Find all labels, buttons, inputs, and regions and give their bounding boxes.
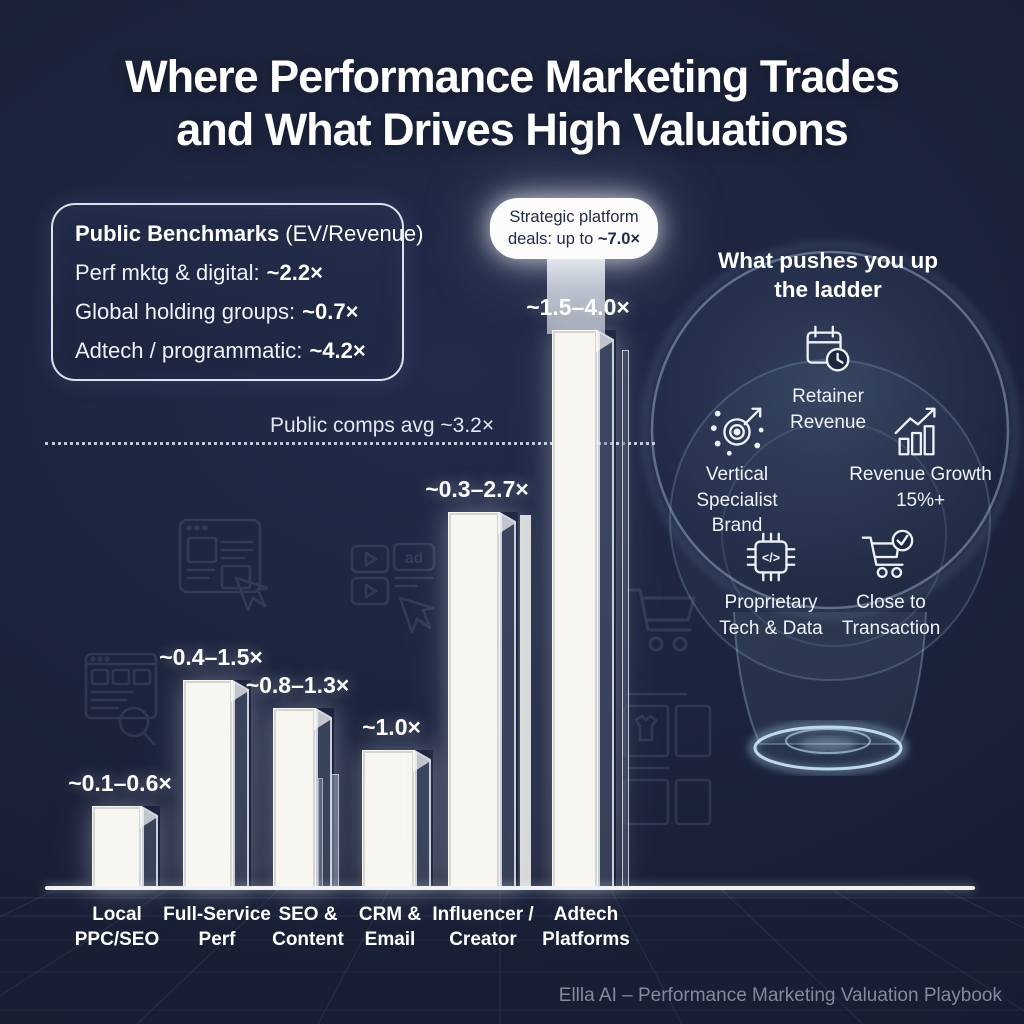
bar-side-face bbox=[500, 512, 516, 890]
benchmarks-heading: Public Benchmarks (EV/Revenue) bbox=[75, 221, 423, 247]
axis-label-full-service-perf: Full-Service Perf bbox=[163, 904, 271, 951]
benchmark-row: Global holding groups: ~0.7× bbox=[75, 299, 380, 325]
benchmark-label: Adtech / programmatic: bbox=[75, 338, 303, 363]
bar-echo-sliver bbox=[318, 778, 323, 890]
video-ad-ghost-icon: ad bbox=[350, 542, 436, 634]
bar-front-face bbox=[92, 806, 142, 890]
benchmark-value: ~4.2× bbox=[309, 338, 366, 363]
benchmarks-heading-bold: Public Benchmarks bbox=[75, 221, 280, 246]
ladder-item-revenue-growth: Revenue Growth 15%+ bbox=[849, 464, 992, 511]
public-comps-avg-line: Public comps avg ~3.2× bbox=[45, 414, 655, 445]
bar-echo-sliver bbox=[520, 515, 531, 890]
bar-adtech-platforms: ~1.5–4.0× bbox=[526, 294, 630, 890]
ladder-item-close-to-transaction: Close to Transaction bbox=[841, 592, 941, 639]
bar-front-face bbox=[183, 680, 233, 890]
bar-value-label: ~1.0× bbox=[362, 714, 421, 740]
floor-grid bbox=[0, 888, 1024, 1024]
chip-code-icon: </> bbox=[746, 532, 796, 582]
benchmark-value: ~2.2× bbox=[266, 260, 323, 285]
bar-local-ppc-seo: ~0.1–0.6× bbox=[68, 770, 172, 890]
bar-value-label: ~0.3–2.7× bbox=[425, 476, 529, 502]
ladder-item-retainer-revenue: Retainer Revenue bbox=[789, 386, 867, 433]
benchmarks-heading-note: (EV/Revenue) bbox=[279, 221, 424, 246]
ladder-title: What pushes you up the ladder bbox=[717, 248, 938, 303]
axis-label-influencer-creator: Influencer / Creator bbox=[432, 904, 534, 951]
browser-cursor-ghost-icon bbox=[178, 518, 268, 612]
benchmark-label: Perf mktg & digital: bbox=[75, 260, 260, 285]
callout-connector bbox=[547, 246, 605, 334]
axis-label-adtech-platforms: Adtech Platforms bbox=[542, 904, 630, 951]
storefront-ghost-icon bbox=[622, 692, 712, 826]
cart-check-icon bbox=[861, 529, 914, 578]
svg-text:ad: ad bbox=[405, 550, 424, 567]
callout-line1: Strategic platform bbox=[509, 208, 639, 226]
axis-label-local-ppc-seo: Local PPC/SEO bbox=[74, 904, 160, 951]
growth-chart-icon bbox=[894, 407, 936, 456]
bar-side-face bbox=[142, 806, 158, 890]
axis-label-crm-email: CRM & Email bbox=[358, 904, 422, 951]
axis-label-seo-content: SEO & Content bbox=[272, 904, 344, 951]
bar-seo-content: ~0.8–1.3× bbox=[246, 672, 349, 890]
public-benchmarks-box: Public Benchmarks (EV/Revenue) Perf mktg… bbox=[51, 203, 423, 381]
light-bulb-graphic bbox=[641, 241, 1019, 775]
calendar-clock-icon bbox=[806, 325, 850, 372]
footer-credit: Ellla AI – Performance Marketing Valuati… bbox=[558, 985, 1002, 1006]
benchmark-row: Perf mktg & digital: ~2.2× bbox=[75, 260, 380, 286]
callout-line2-prefix: deals: up to bbox=[507, 230, 598, 249]
benchmark-value: ~0.7× bbox=[302, 299, 359, 324]
page-title-line1: Where Performance Marketing Trades bbox=[125, 51, 900, 102]
bar-crm-email: ~1.0× bbox=[362, 714, 433, 890]
bar-value-label: ~0.1–0.6× bbox=[68, 770, 172, 796]
bar-side-face bbox=[415, 750, 431, 890]
bar-influencer-creator: ~0.3–2.7× bbox=[425, 476, 529, 890]
svg-text:</>: </> bbox=[762, 551, 780, 565]
bar-value-label: ~1.5–4.0× bbox=[526, 294, 630, 320]
ladder-item-proprietary-tech-data: Proprietary Tech & Data bbox=[719, 592, 823, 639]
ladder-item-vertical-specialist-brand: Vertical Specialist Brand bbox=[696, 464, 778, 537]
x-axis-line bbox=[45, 886, 975, 890]
bar-full-service-perf: ~0.4–1.5× bbox=[159, 644, 263, 890]
cart-ghost-icon bbox=[626, 588, 696, 652]
page-title: Where Performance Marketing Trades and W… bbox=[0, 50, 1024, 156]
bar-front-face bbox=[552, 330, 598, 890]
bar-front-face bbox=[273, 708, 316, 890]
bar bbox=[273, 708, 334, 890]
bar-side-face bbox=[233, 680, 249, 890]
benchmark-label: Global holding groups: bbox=[75, 299, 296, 324]
bar-front-face bbox=[362, 750, 415, 890]
strategic-deals-callout: Strategic platform deals: up to ~7.0× bbox=[489, 198, 659, 259]
bar-echo-sliver bbox=[331, 774, 339, 890]
callout-value: ~7.0× bbox=[597, 230, 641, 249]
bar-value-label: ~0.8–1.3× bbox=[245, 672, 350, 698]
bar-value-label: ~0.4–1.5× bbox=[159, 644, 263, 670]
bar-side-face bbox=[598, 330, 614, 890]
bar bbox=[92, 806, 160, 890]
page-title-line2: and What Drives High Valuations bbox=[176, 104, 849, 156]
bar bbox=[448, 512, 518, 890]
target-network-icon bbox=[710, 407, 764, 456]
bar-echo-sliver bbox=[622, 350, 629, 890]
bar bbox=[552, 330, 616, 890]
browser-search-ghost-icon bbox=[84, 652, 158, 746]
bar bbox=[183, 680, 251, 890]
bar-front-face bbox=[448, 512, 500, 890]
callout-line2: deals: up to ~7.0× bbox=[508, 228, 640, 250]
bar bbox=[362, 750, 433, 890]
benchmark-row: Adtech / programmatic: ~4.2× bbox=[75, 338, 380, 364]
public-comps-avg-label: Public comps avg ~3.2× bbox=[270, 414, 495, 437]
